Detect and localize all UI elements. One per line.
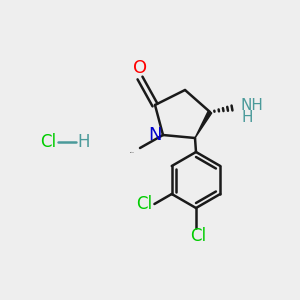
Text: Cl: Cl — [190, 227, 206, 245]
Text: NH: NH — [240, 98, 263, 112]
Text: methyl: methyl — [130, 152, 134, 153]
Text: Cl: Cl — [136, 195, 152, 213]
Text: H: H — [78, 133, 90, 151]
Text: N: N — [148, 126, 162, 144]
Text: H: H — [241, 110, 253, 124]
Text: O: O — [133, 59, 147, 77]
Polygon shape — [195, 111, 212, 138]
Text: Cl: Cl — [40, 133, 56, 151]
